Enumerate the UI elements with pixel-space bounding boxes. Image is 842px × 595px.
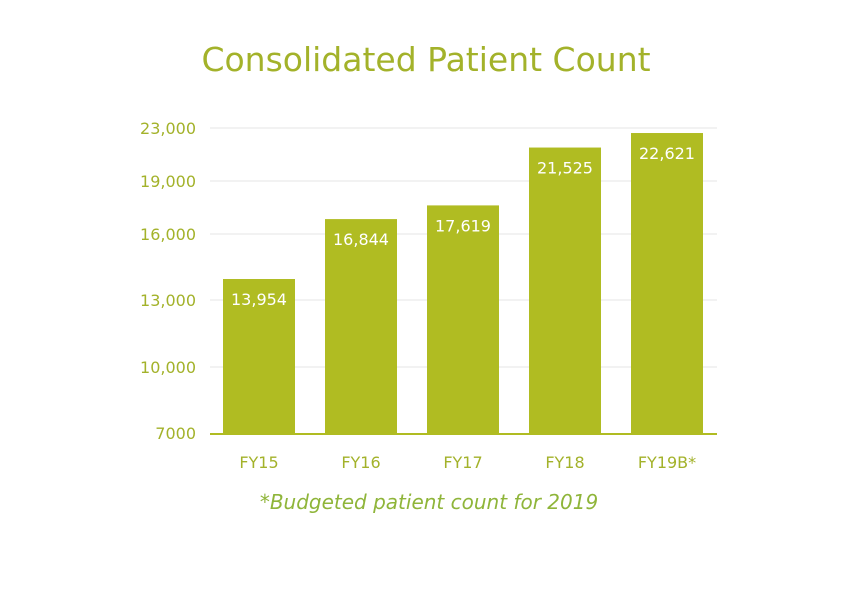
- y-tick-label: 10,000: [140, 358, 196, 377]
- bar-fy16: [325, 219, 397, 433]
- y-tick-label: 19,000: [140, 172, 196, 191]
- y-axis-ticks: 7000 10,000 13,000 16,000 19,000 23,000: [140, 119, 196, 443]
- footnote: *Budgeted patient count for 2019: [259, 490, 599, 514]
- x-tick-label: FY16: [341, 453, 380, 472]
- y-tick-label: 16,000: [140, 225, 196, 244]
- bar-data-label: 16,844: [333, 230, 389, 249]
- data-labels: 13,954 16,844 17,619 21,525 22,621: [231, 144, 695, 309]
- bar-data-label: 13,954: [231, 290, 287, 309]
- bar-fy18: [529, 147, 601, 433]
- x-tick-label: FY15: [239, 453, 278, 472]
- y-tick-label: 7000: [155, 424, 196, 443]
- bar-data-label: 21,525: [537, 159, 593, 178]
- bar-fy19b: [631, 133, 703, 434]
- x-tick-label: FY18: [545, 453, 584, 472]
- bars: [223, 133, 703, 434]
- y-tick-label: 13,000: [140, 291, 196, 310]
- x-tick-label: FY19B*: [638, 453, 696, 472]
- bar-fy17: [427, 205, 499, 433]
- bar-data-label: 22,621: [639, 144, 695, 163]
- chart-title: Consolidated Patient Count: [201, 40, 651, 79]
- y-tick-label: 23,000: [140, 119, 196, 138]
- x-tick-label: FY17: [443, 453, 482, 472]
- x-axis-ticks: FY15 FY16 FY17 FY18 FY19B*: [239, 453, 696, 472]
- bar-fy15: [223, 279, 295, 433]
- bar-data-label: 17,619: [435, 216, 491, 235]
